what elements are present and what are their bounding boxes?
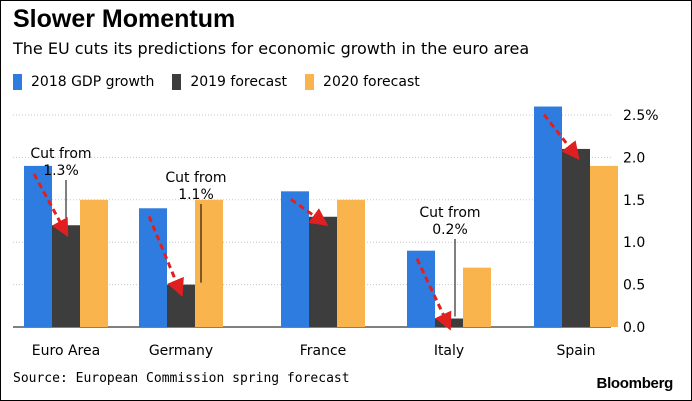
- bar-france-0: [281, 191, 309, 327]
- y-tick-label: 0.5: [623, 278, 645, 294]
- annotation-line2: 1.3%: [43, 163, 79, 179]
- bar-spain-1: [562, 148, 590, 327]
- x-tick-label: Germany: [149, 343, 213, 359]
- bar-euro-area-2: [80, 199, 108, 327]
- y-tick-label: 1.0: [623, 235, 645, 251]
- arrow-germany: [147, 215, 184, 297]
- source-note: Source: European Commission spring forec…: [13, 371, 350, 386]
- arrow-italy: [415, 258, 452, 331]
- bar-germany-2: [195, 199, 223, 327]
- legend-label-2018: 2018 GDP growth: [31, 74, 155, 90]
- bar-euro-area-0: [24, 165, 52, 327]
- y-tick-label: 2.0: [623, 150, 645, 166]
- chart-subtitle: The EU cuts its predictions for economic…: [13, 39, 530, 58]
- x-tick-label: Italy: [434, 343, 464, 359]
- annotation-line2: 0.2%: [432, 222, 468, 238]
- y-tick-label: 1.5: [623, 193, 645, 209]
- annotation-line1: Cut from: [165, 170, 226, 186]
- bar-spain-0: [534, 106, 562, 328]
- arrow-france: [290, 198, 329, 226]
- legend-swatch-2019: [172, 74, 182, 90]
- legend-swatch-2020: [305, 74, 315, 90]
- arrow-euro-area: [32, 173, 69, 238]
- legend-item-2019: 2019 forecast: [172, 74, 287, 90]
- bar-germany-1: [167, 284, 195, 327]
- brand-logo: Bloomberg: [596, 375, 674, 392]
- x-tick-label: Euro Area: [32, 343, 100, 359]
- bar-france-2: [337, 199, 365, 327]
- annotation-line2: 1.1%: [178, 187, 214, 203]
- arrow-spain: [542, 113, 580, 161]
- annotation-line1: Cut from: [30, 146, 91, 162]
- bar-italy-2: [463, 267, 491, 327]
- legend: 2018 GDP growth 2019 forecast 2020 forec…: [13, 73, 438, 91]
- legend-item-2020: 2020 forecast: [305, 74, 420, 90]
- legend-item-2018: 2018 GDP growth: [13, 74, 154, 90]
- y-tick-label: 0.0: [623, 320, 645, 336]
- annotation-line1: Cut from: [419, 205, 480, 221]
- x-tick-label: Spain: [556, 343, 595, 359]
- bar-france-1: [309, 216, 337, 327]
- legend-label-2020: 2020 forecast: [323, 74, 420, 90]
- bar-spain-2: [590, 165, 618, 327]
- y-tick-label: 2.5%: [623, 108, 659, 124]
- x-tick-label: France: [300, 343, 347, 359]
- legend-swatch-2018: [13, 74, 22, 90]
- legend-label-2019: 2019 forecast: [190, 74, 288, 90]
- chart-title: Slower Momentum: [13, 5, 236, 33]
- bar-italy-1: [435, 318, 463, 327]
- bar-euro-area-1: [52, 225, 80, 327]
